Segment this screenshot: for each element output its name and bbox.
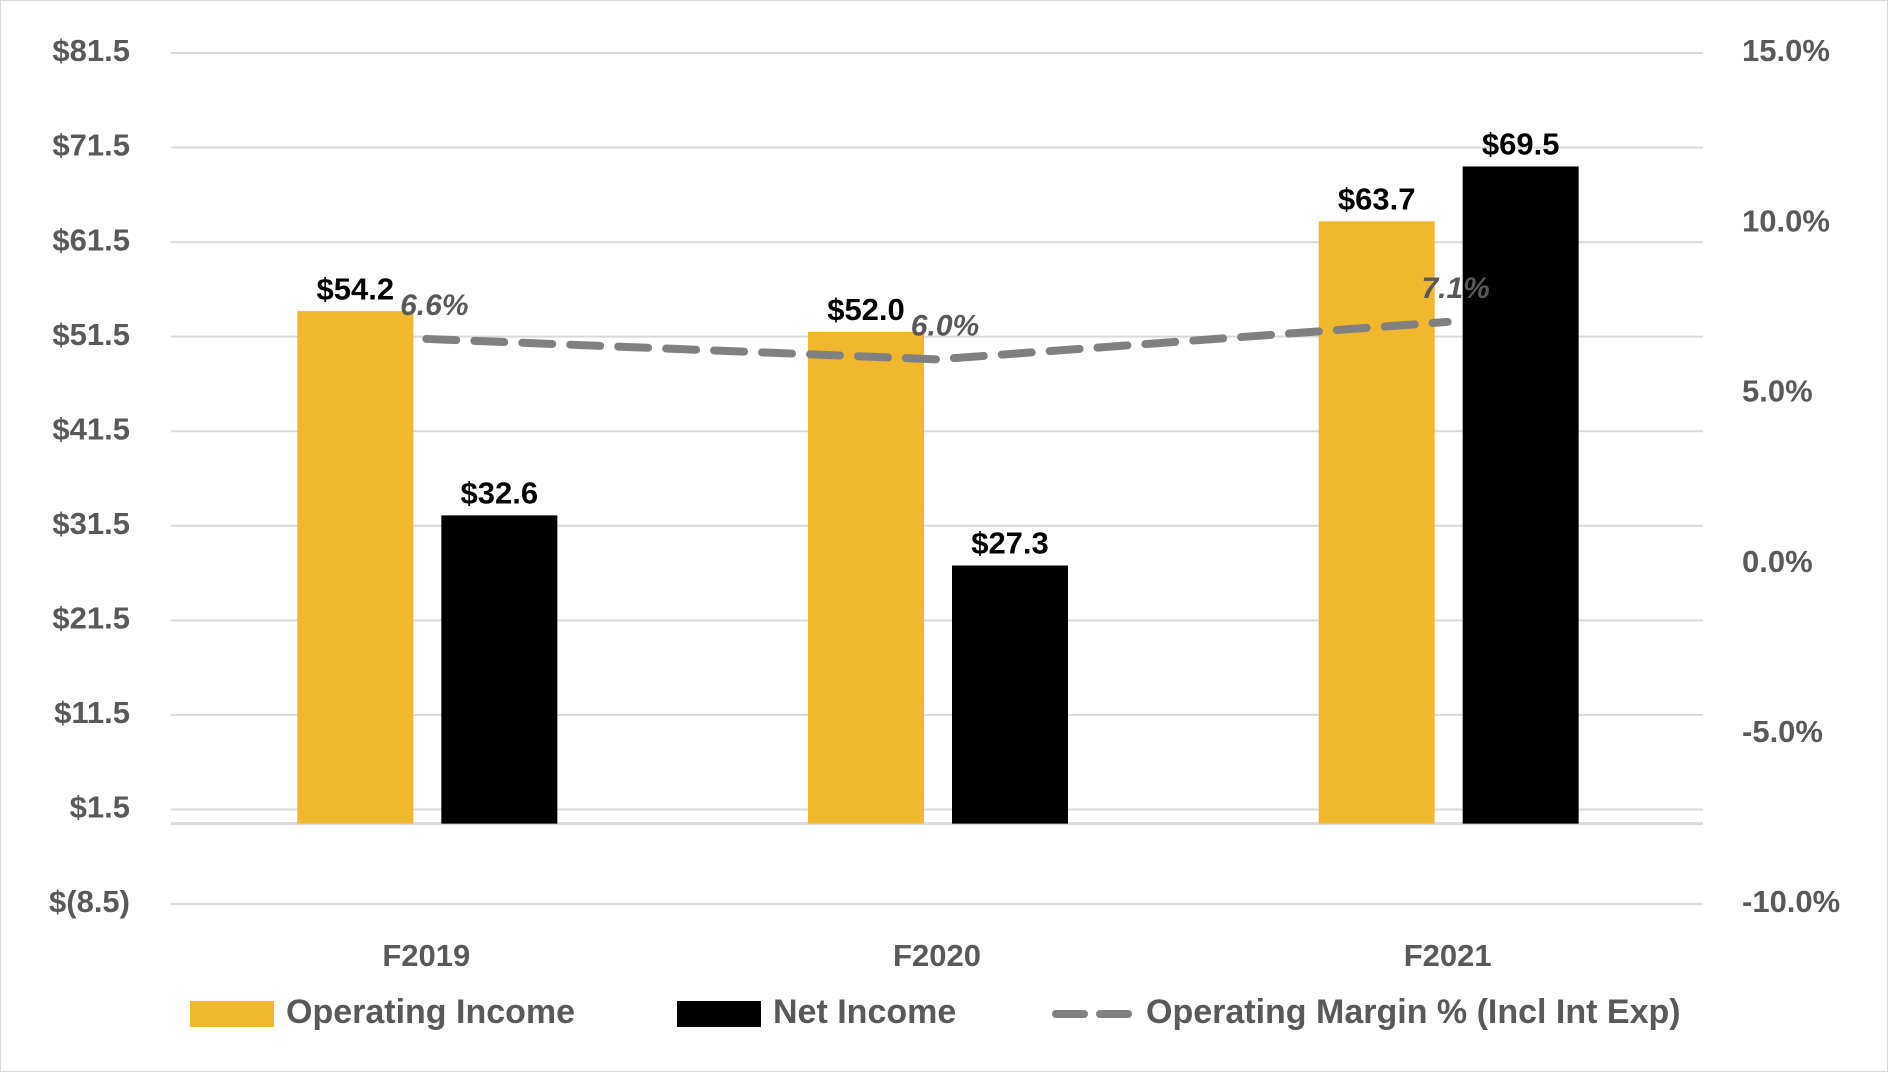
legend-swatch [677,1001,761,1027]
y-tick-label: $11.5 [54,695,130,730]
x-tick-label: F2019 [382,938,470,973]
bar [441,515,558,824]
y2-tick-label: 0.0% [1742,544,1813,579]
y-tick-label: $71.5 [52,128,130,163]
y2-tick-label: 10.0% [1742,203,1830,238]
y-tick-label: $31.5 [52,506,130,541]
y2-tick-label: 15.0% [1742,33,1830,68]
data-label: $32.6 [461,476,539,511]
line-label: 6.0% [911,309,979,342]
bar [1462,166,1579,824]
data-label: $54.2 [317,271,395,306]
line-label: 7.1% [1421,272,1489,305]
y-tick-label: $51.5 [52,317,130,352]
y-tick-label: $1.5 [70,790,130,825]
data-label: $69.5 [1482,127,1560,162]
y2-tick-label: -5.0% [1742,714,1823,749]
data-label: $52.0 [827,292,905,327]
y-tick-label: $(8.5) [49,884,130,919]
data-label: $63.7 [1338,181,1416,216]
y-tick-label: $61.5 [52,222,130,257]
line-label: 6.6% [400,289,468,322]
legend-label: Net Income [773,993,956,1031]
x-tick-label: F2021 [1404,938,1492,973]
bar [1318,221,1435,824]
y2-tick-label: -10.0% [1742,884,1840,919]
bar [297,311,414,824]
line [422,317,1452,364]
legend-swatch [190,1001,274,1027]
bar [808,331,924,824]
y-tick-label: $81.5 [52,33,130,68]
legend-label: Operating Income [286,993,575,1031]
legend-label: Operating Margin % (Incl Int Exp) [1146,993,1681,1031]
data-label: $27.3 [971,526,1049,561]
y2-tick-label: 5.0% [1742,374,1813,409]
x-tick-label: F2020 [893,938,981,973]
y-tick-label: $21.5 [52,601,130,636]
bar [952,565,1068,824]
y-tick-label: $41.5 [52,411,130,446]
